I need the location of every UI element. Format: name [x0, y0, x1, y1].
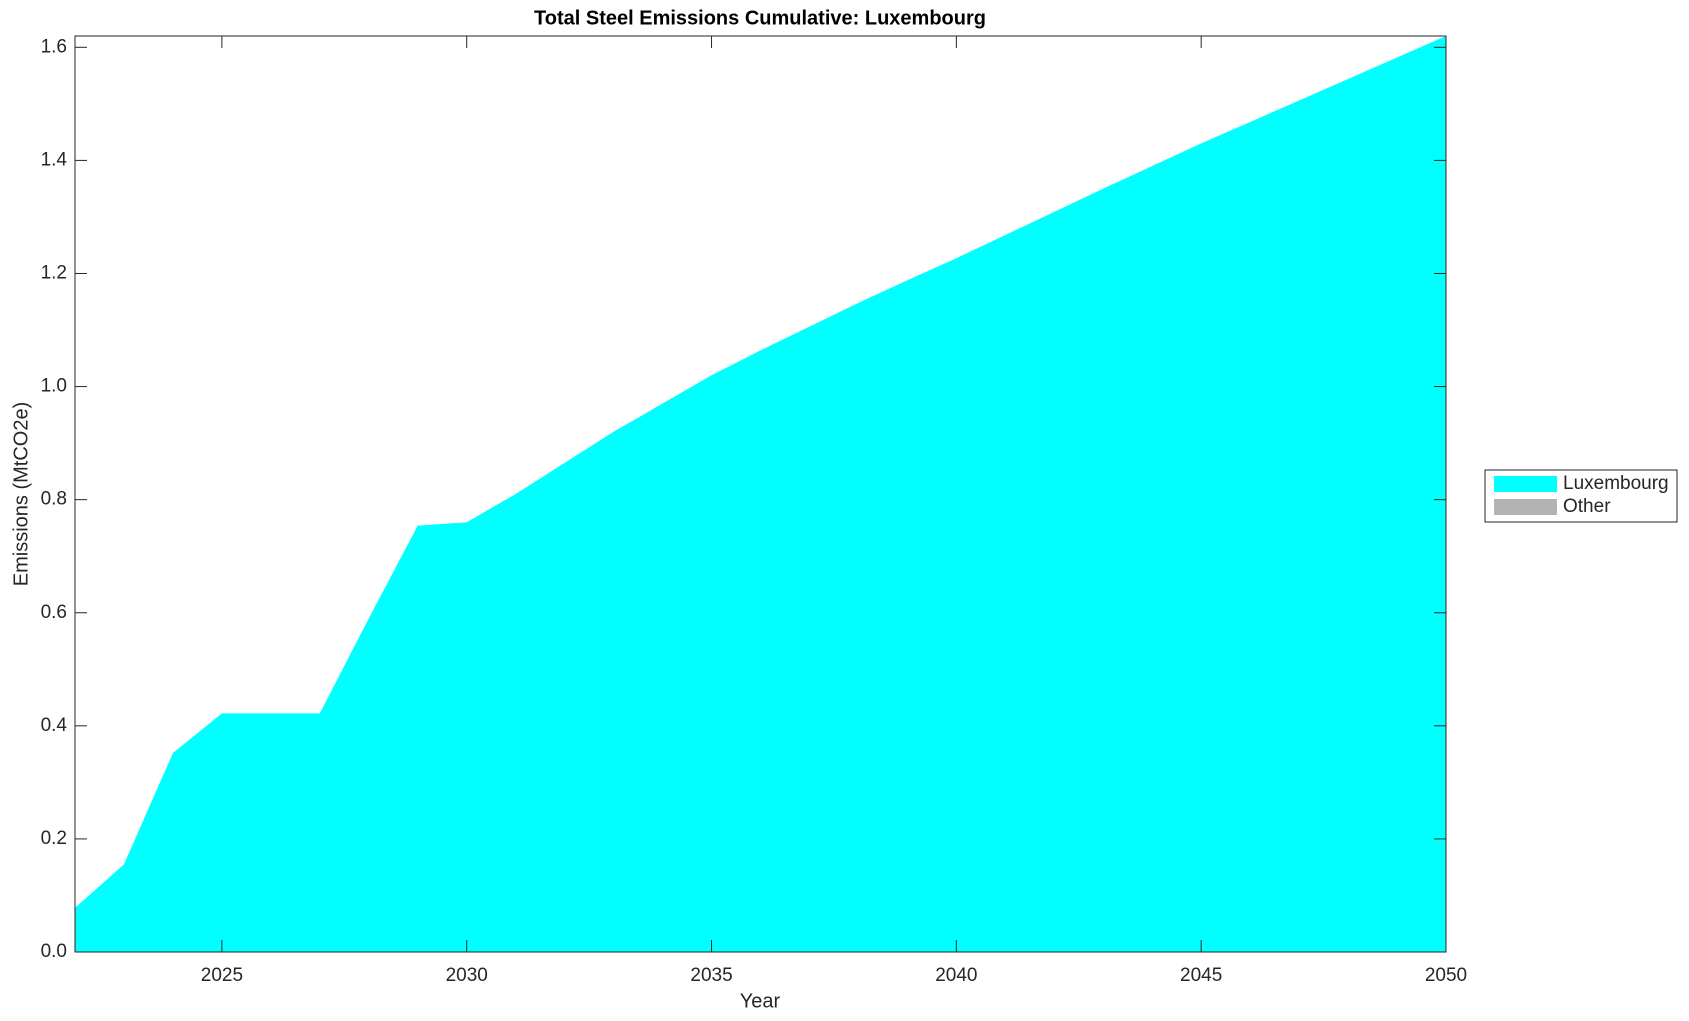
x-tick-label: 2025	[201, 965, 243, 986]
x-tick-label: 2035	[690, 965, 732, 986]
y-tick-label: 0.4	[41, 715, 68, 736]
area	[75, 36, 1446, 952]
legend-label: Luxembourg	[1563, 473, 1669, 494]
chart-title: Total Steel Emissions Cumulative: Luxemb…	[534, 7, 986, 29]
y-tick-label: 1.6	[41, 36, 67, 57]
y-tick-label: 0.0	[41, 941, 67, 962]
legend-swatch	[1494, 476, 1557, 492]
x-tick-label: 2030	[446, 965, 488, 986]
y-tick-label: 1.0	[41, 376, 67, 397]
y-tick-label: 1.4	[41, 149, 68, 170]
x-tick-label: 2050	[1425, 965, 1467, 986]
y-tick-label: 0.2	[41, 828, 67, 849]
y-tick-label: 0.6	[41, 602, 67, 623]
y-tick-label: 1.2	[41, 262, 67, 283]
x-axis-label: Year	[740, 990, 781, 1012]
y-tick-label: 0.8	[41, 489, 67, 510]
plot-frame	[74, 35, 1447, 953]
x-tick-label: 2045	[1180, 965, 1222, 986]
legend-swatch	[1494, 499, 1557, 515]
y-axis-label: Emissions (MtCO2e)	[10, 402, 32, 586]
legend-label: Other	[1563, 496, 1611, 517]
x-tick-label: 2040	[935, 965, 977, 986]
